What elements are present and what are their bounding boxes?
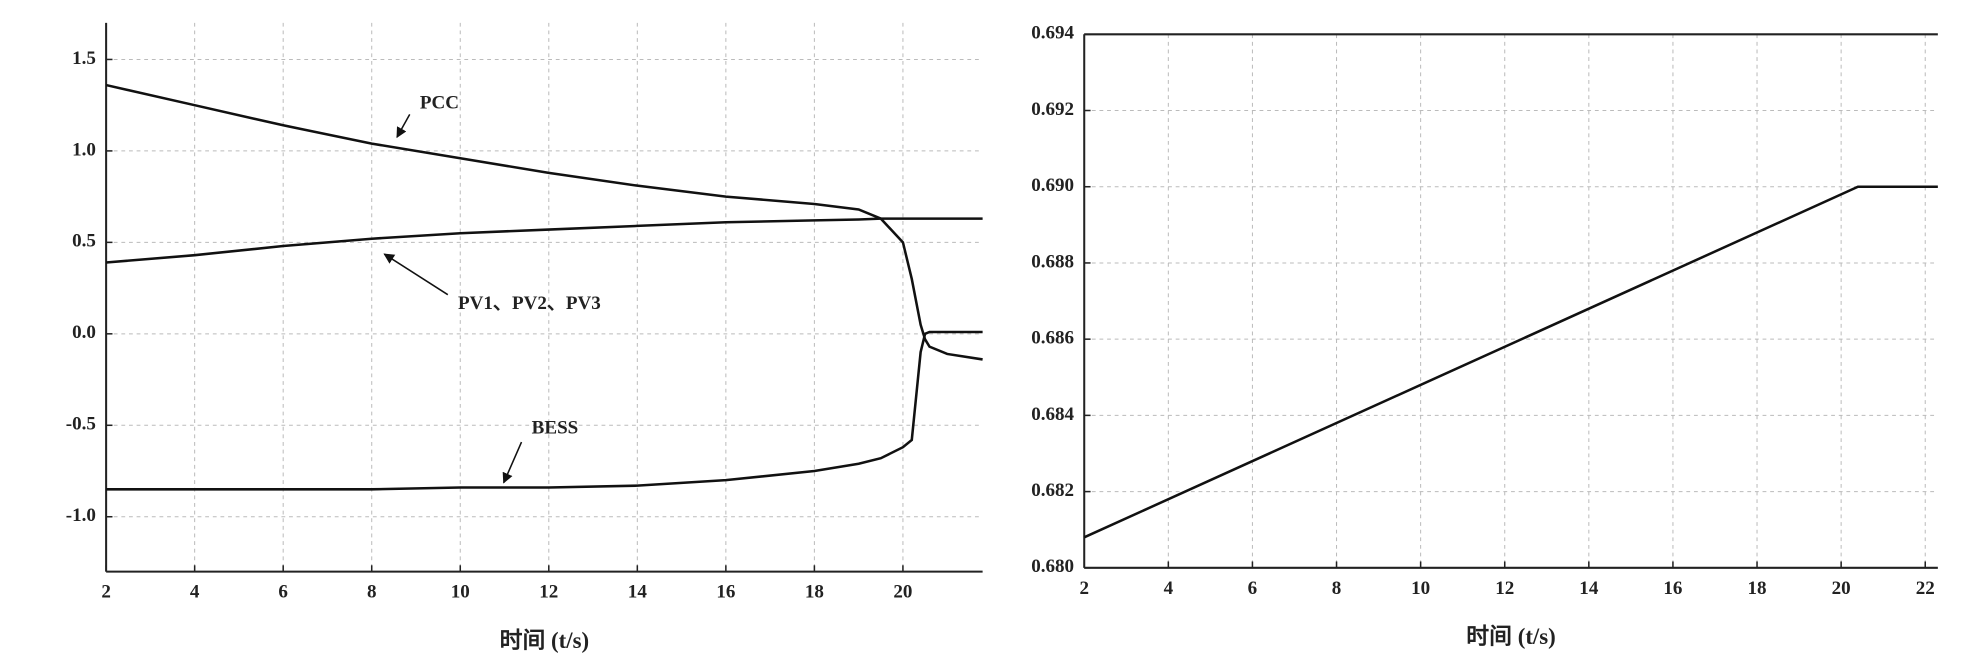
y-tick-label: 1.0 xyxy=(72,139,96,160)
y-tick-label: -1.0 xyxy=(66,505,96,526)
y-tick-label: 0.684 xyxy=(1031,404,1074,425)
y-tick-label: 0.690 xyxy=(1031,175,1074,196)
x-tick-label: 6 xyxy=(1248,578,1258,599)
y-tick-label: -0.5 xyxy=(66,414,96,435)
y-tick-label: 0.5 xyxy=(72,231,96,252)
x-tick-label: 12 xyxy=(539,582,558,603)
x-tick-label: 8 xyxy=(367,582,377,603)
series-line xyxy=(106,217,983,264)
x-tick-label: 14 xyxy=(1579,578,1599,599)
y-tick-label: 0.688 xyxy=(1031,251,1074,272)
series-line xyxy=(105,83,983,361)
x-tick-label: 16 xyxy=(1663,578,1682,599)
series-annotation: BESS xyxy=(532,418,579,439)
y-tick-label: 0.680 xyxy=(1031,556,1074,577)
x-tick-label: 18 xyxy=(805,582,824,603)
x-tick-label: 14 xyxy=(628,582,648,603)
x-tick-label: 16 xyxy=(716,582,735,603)
x-tick-label: 18 xyxy=(1748,578,1767,599)
arrow xyxy=(396,113,411,139)
y-tick-label: 0.694 xyxy=(1031,23,1074,44)
series-line xyxy=(106,330,983,491)
x-tick-label: 4 xyxy=(190,582,200,603)
y-tick-label: 0.682 xyxy=(1031,480,1074,501)
x-tick-label: 2 xyxy=(101,582,111,603)
x-tick-label: 4 xyxy=(1164,578,1174,599)
x-axis-label: 时间 (t/s) xyxy=(500,628,590,653)
x-tick-label: 22 xyxy=(1916,578,1935,599)
x-tick-label: 10 xyxy=(1411,578,1430,599)
series-annotation: PV1、PV2、PV3 xyxy=(458,293,601,314)
x-tick-label: 20 xyxy=(893,582,912,603)
arrow xyxy=(383,253,449,296)
x-tick-label: 6 xyxy=(278,582,288,603)
y-tick-label: 0.0 xyxy=(72,322,96,343)
x-tick-label: 2 xyxy=(1079,578,1089,599)
y-tick-label: 0.692 xyxy=(1031,99,1074,120)
x-tick-label: 10 xyxy=(451,582,470,603)
annotation-arrows xyxy=(383,113,523,484)
y-tick-label: 0.686 xyxy=(1031,328,1074,349)
y-tick-label: 1.5 xyxy=(72,48,96,69)
x-tick-label: 12 xyxy=(1495,578,1514,599)
series-line xyxy=(1083,185,1938,539)
series-annotation: PCC xyxy=(420,93,459,114)
x-tick-label: 8 xyxy=(1332,578,1342,599)
arrow xyxy=(502,441,523,484)
x-tick-label: 20 xyxy=(1832,578,1851,599)
x-axis-label: 时间 (t/s) xyxy=(1466,624,1556,649)
